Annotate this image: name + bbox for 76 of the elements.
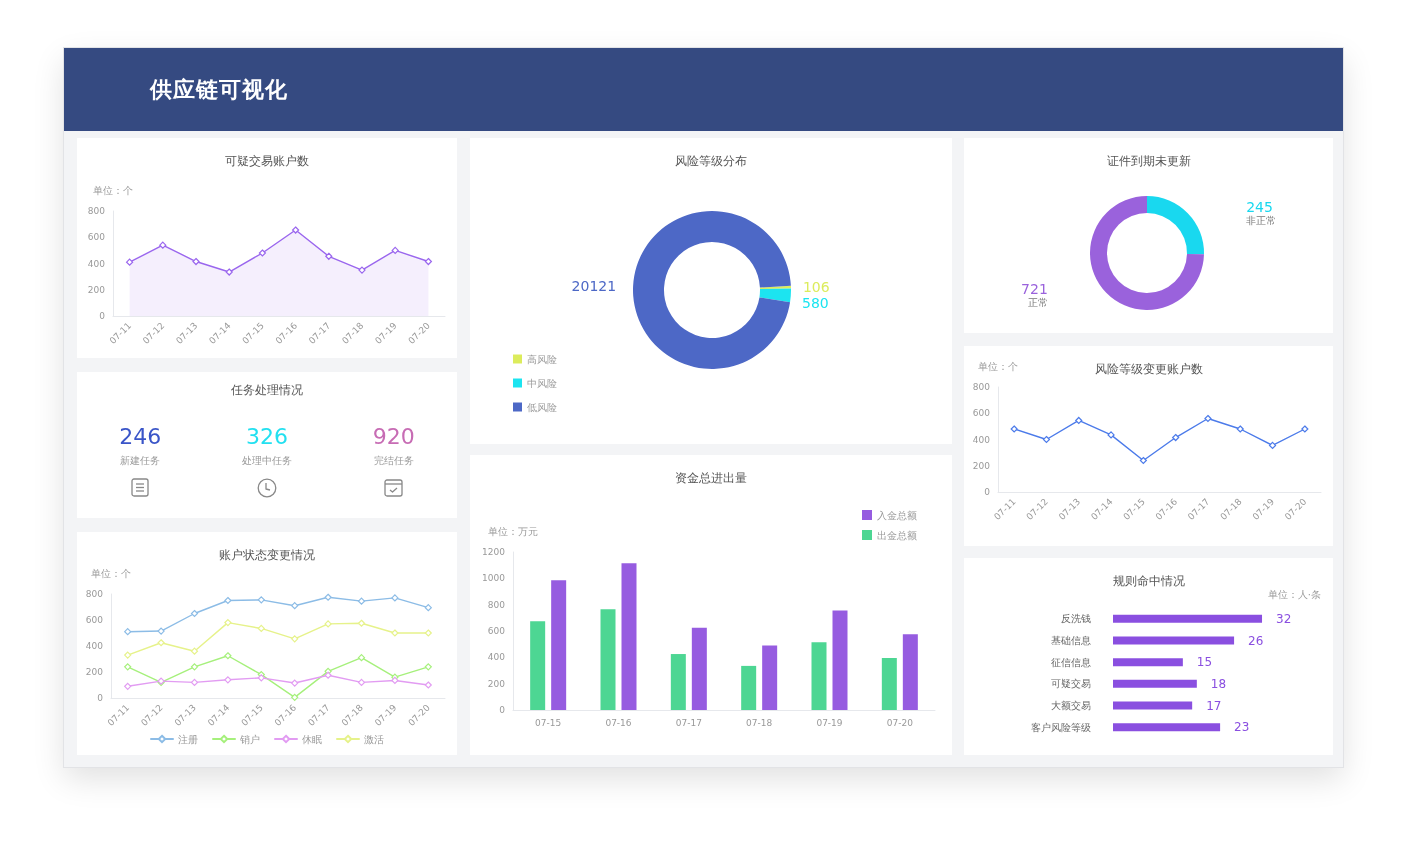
y-tick-label: 0: [99, 311, 106, 321]
data-label: 580: [802, 294, 829, 311]
text: 任务处理情况: [230, 382, 304, 399]
y-tick-label: 400: [85, 641, 104, 651]
data-label: 106: [802, 278, 830, 295]
chart-title: 可疑交易账户数: [225, 154, 309, 168]
y-tick-label: 400: [87, 258, 106, 269]
data-label: 26: [1248, 633, 1264, 648]
chart-title: 证件到期未更新: [1106, 154, 1191, 168]
data-label: 721: [1021, 281, 1048, 298]
data-label: 17: [1206, 698, 1222, 713]
legend-label: 激活: [364, 733, 384, 745]
y-tick-label: 0: [499, 705, 506, 715]
y-tick-label: 征信信息: [1051, 656, 1091, 668]
y-axis-title: 单位：个: [978, 360, 1018, 372]
y-tick-label: 200: [87, 284, 106, 295]
category-label: 新建任务: [120, 454, 161, 468]
y-tick-label: 800: [487, 599, 506, 610]
legend-label: 休眠: [302, 733, 322, 745]
y-tick-label: 反洗钱: [1061, 613, 1091, 625]
x-axis-title: 单位：人·条: [1267, 588, 1322, 600]
y-axis-title: 单位：万元: [488, 525, 538, 537]
y-tick-label: 600: [87, 232, 106, 243]
legend-label: 出金总额: [877, 529, 917, 541]
data-label: 15: [1196, 655, 1213, 670]
y-tick-label: 200: [85, 667, 104, 677]
y-tick-label: 基础信息: [1051, 635, 1091, 646]
y-tick-label: 400: [487, 652, 506, 663]
text: 供应链可视化: [150, 75, 288, 104]
legend-label: 注册: [178, 733, 198, 745]
y-tick-label: 0: [97, 693, 104, 703]
y-tick-label: 600: [972, 408, 991, 419]
data-label: 920: [372, 424, 415, 450]
y-tick-label: 400: [972, 434, 991, 445]
data-label: 32: [1276, 611, 1292, 626]
y-tick-label: 1200: [482, 547, 506, 557]
x-tick-label: 07-18: [746, 717, 773, 728]
y-tick-label: 600: [85, 615, 104, 625]
chart-title: 资金总进出量: [675, 471, 747, 485]
y-tick-label: 800: [85, 589, 104, 599]
x-tick-label: 07-20: [886, 717, 914, 728]
y-tick-label: 800: [972, 382, 991, 392]
y-tick-label: 200: [487, 678, 506, 689]
slice-label: 正常: [1027, 297, 1048, 309]
y-axis-title: 单位：个: [91, 567, 131, 579]
y-tick-label: 0: [984, 487, 991, 497]
y-tick-label: 大额交易: [1051, 700, 1091, 711]
data-label: 245: [1246, 198, 1273, 215]
data-label: 23: [1234, 720, 1250, 735]
data-label: 326: [245, 424, 288, 450]
chart-title: 规则命中情况: [1112, 574, 1185, 588]
legend-label: 中风险: [527, 377, 557, 389]
category-label: 完结任务: [373, 454, 414, 468]
y-tick-label: 1000: [482, 573, 506, 584]
y-tick-label: 800: [87, 206, 106, 216]
slice-label: 非正常: [1246, 214, 1277, 226]
chart-title: 风险等级分布: [675, 154, 747, 168]
legend-label: 低风险: [527, 401, 557, 413]
category-label: 处理中任务: [241, 454, 292, 468]
legend-label: 高风险: [527, 353, 557, 365]
data-label: 18: [1210, 676, 1227, 691]
x-tick-label: 07-17: [675, 717, 702, 728]
chart-title: 账户状态变更情况: [219, 548, 315, 562]
data-label: 20121: [571, 277, 617, 294]
x-tick-label: 07-15: [535, 717, 562, 728]
y-tick-label: 客户风险等级: [1031, 721, 1091, 733]
legend-label: 入金总额: [877, 509, 917, 521]
y-tick-label: 可疑交易: [1051, 678, 1091, 690]
chart-title: 风险等级变更账户数: [1094, 362, 1203, 376]
y-tick-label: 600: [487, 626, 506, 636]
legend-label: 销户: [239, 733, 260, 745]
data-label: 246: [119, 424, 162, 450]
y-tick-label: 200: [972, 460, 991, 471]
x-tick-label: 07-19: [816, 717, 843, 728]
x-tick-label: 07-16: [605, 717, 632, 728]
y-axis-title: 单位：个: [93, 184, 133, 196]
